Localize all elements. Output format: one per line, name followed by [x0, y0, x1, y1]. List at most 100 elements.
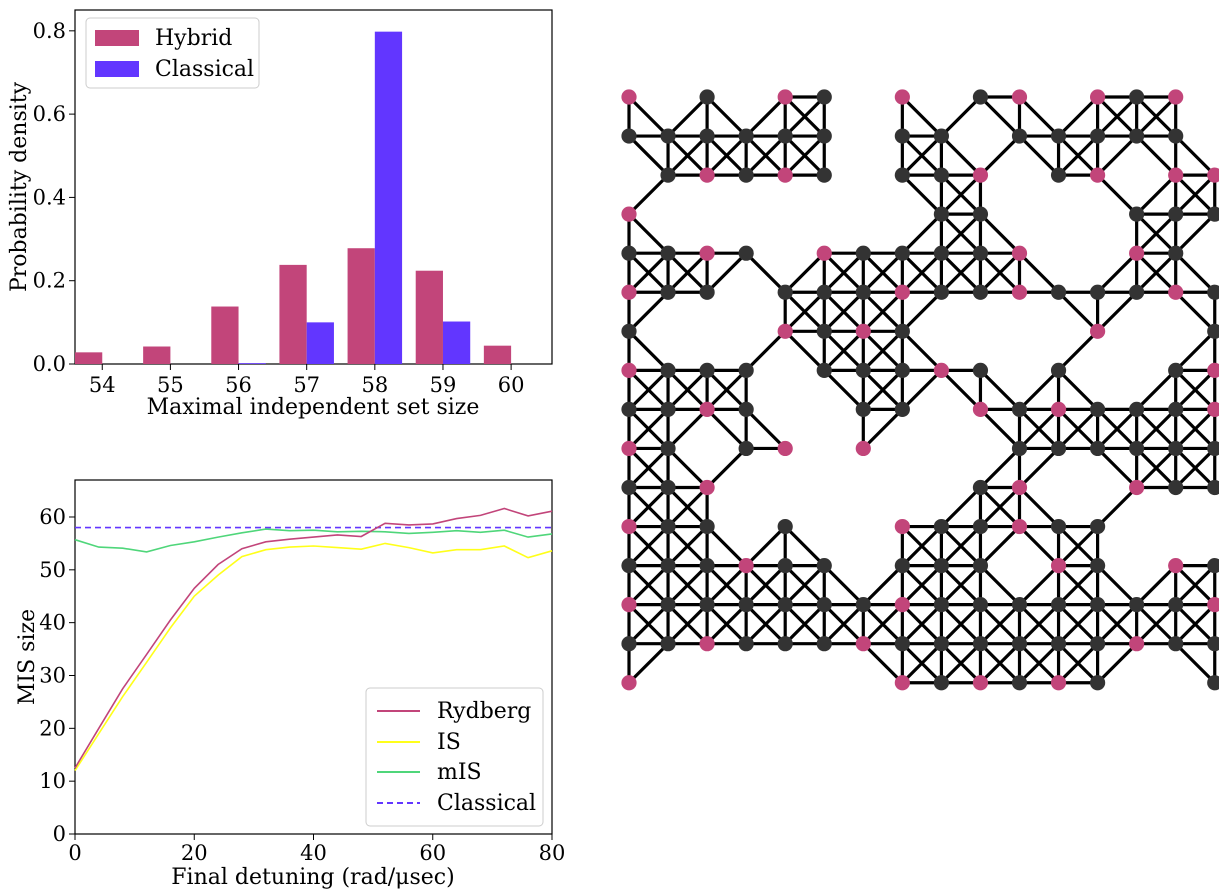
- graph-node: [817, 363, 832, 378]
- graph-node: [660, 636, 675, 651]
- graph-edge: [824, 370, 863, 409]
- graph-node: [739, 636, 754, 651]
- graph-node: [1129, 89, 1144, 104]
- graph-edge: [668, 97, 707, 136]
- histogram-panel: 54 55 56 57 58 59 60 0.00.20.40.60.8 Maximal i…: [7, 10, 552, 420]
- bar-classical-59: [443, 322, 470, 364]
- graph-node: [817, 128, 832, 143]
- graph-node-mis: [621, 89, 636, 104]
- graph-node: [739, 168, 754, 183]
- graph-edge: [707, 527, 746, 566]
- graph-node: [660, 128, 675, 143]
- graph-edge: [746, 409, 785, 448]
- graph-node-mis: [1168, 285, 1183, 300]
- graph-edge: [980, 136, 1019, 175]
- graph-edge: [1137, 175, 1176, 214]
- graph-node: [1012, 128, 1027, 143]
- graph-edge: [1098, 644, 1137, 683]
- graph-node: [739, 128, 754, 143]
- graph-edge: [1098, 566, 1137, 605]
- x-tick-label-40: 40: [300, 841, 327, 865]
- graph-node: [700, 128, 715, 143]
- graph-edge: [629, 331, 668, 370]
- graph-node-mis: [1129, 636, 1144, 651]
- graph-node-mis: [700, 636, 715, 651]
- graph-node-mis: [1051, 675, 1066, 690]
- graph-edge: [1020, 566, 1059, 605]
- graph-edge: [1020, 370, 1059, 409]
- graph-node-mis: [778, 441, 793, 456]
- graph-edge: [707, 409, 746, 448]
- graph-node: [856, 402, 871, 417]
- graph-edge: [980, 370, 1019, 409]
- bar-hybrid-56: [211, 307, 238, 364]
- graph-edge: [1020, 97, 1059, 136]
- graph-edge: [746, 97, 785, 136]
- graph-edge: [1176, 331, 1215, 370]
- y-tick-label-20: 20: [39, 716, 66, 740]
- graph-node: [660, 441, 675, 456]
- y-tick-label-30: 30: [39, 663, 66, 687]
- y-tick-label-0.2: 0.2: [33, 269, 66, 293]
- graph-node: [660, 597, 675, 612]
- graph-edge: [668, 409, 707, 448]
- graph-node: [817, 285, 832, 300]
- x-tick-label-60: 60: [498, 373, 525, 397]
- graph-node-mis: [1051, 558, 1066, 573]
- graph-node: [778, 597, 793, 612]
- graph-node: [1168, 128, 1183, 143]
- graph-node: [660, 246, 675, 261]
- graph-edge: [902, 292, 941, 331]
- bar-hybrid-55: [143, 347, 170, 364]
- x-tick-label-58: 58: [361, 373, 388, 397]
- graph-node-mis: [1090, 168, 1105, 183]
- graph-node: [700, 285, 715, 300]
- graph-edge: [1098, 448, 1137, 487]
- graph-edge: [707, 97, 746, 136]
- bar-hybrid-54: [75, 352, 102, 364]
- graph-edge: [785, 527, 824, 566]
- graph-node-mis: [895, 675, 910, 690]
- graph-node: [934, 597, 949, 612]
- graph-node: [1012, 597, 1027, 612]
- graph-edge: [824, 566, 863, 605]
- graph-node: [817, 324, 832, 339]
- graph-node: [973, 207, 988, 222]
- graph-node: [739, 597, 754, 612]
- graph-node: [934, 128, 949, 143]
- graph-node: [856, 246, 871, 261]
- graph-node: [778, 636, 793, 651]
- graph-edge: [1098, 253, 1137, 292]
- graph-node: [739, 402, 754, 417]
- legend-label-rydberg: Rydberg: [437, 699, 531, 724]
- histogram-x-ticks: 54 55 56 57 58 59 60: [89, 364, 525, 397]
- graph-node: [817, 597, 832, 612]
- graph-node-mis: [934, 363, 949, 378]
- graph-edge: [980, 527, 1019, 566]
- graph-node: [1051, 597, 1066, 612]
- graph-node: [1051, 128, 1066, 143]
- graph-edge: [1176, 253, 1215, 292]
- graph-node-mis: [1168, 168, 1183, 183]
- line-y-axis-label: MIS size: [15, 609, 40, 705]
- legend-swatch-classical: [95, 61, 139, 77]
- bar-hybrid-59: [416, 271, 443, 364]
- x-tick-label-54: 54: [89, 373, 116, 397]
- graph-node-mis: [1129, 246, 1144, 261]
- graph-node: [1090, 597, 1105, 612]
- line-x-ticks: 0 20 40 60 80: [68, 834, 565, 865]
- histogram-x-axis-label: Maximal independent set size: [147, 395, 480, 420]
- atom-graph: [621, 89, 1219, 690]
- graph-node: [1090, 285, 1105, 300]
- graph-node-mis: [1051, 402, 1066, 417]
- graph-node: [973, 636, 988, 651]
- graph-edge: [902, 370, 941, 409]
- graph-node: [1090, 675, 1105, 690]
- graph-node: [895, 636, 910, 651]
- graph-node: [1090, 402, 1105, 417]
- graph-node-mis: [895, 519, 910, 534]
- graph-node: [817, 636, 832, 651]
- graph-node-mis: [621, 363, 636, 378]
- graph-node-mis: [700, 402, 715, 417]
- graph-node: [621, 558, 636, 573]
